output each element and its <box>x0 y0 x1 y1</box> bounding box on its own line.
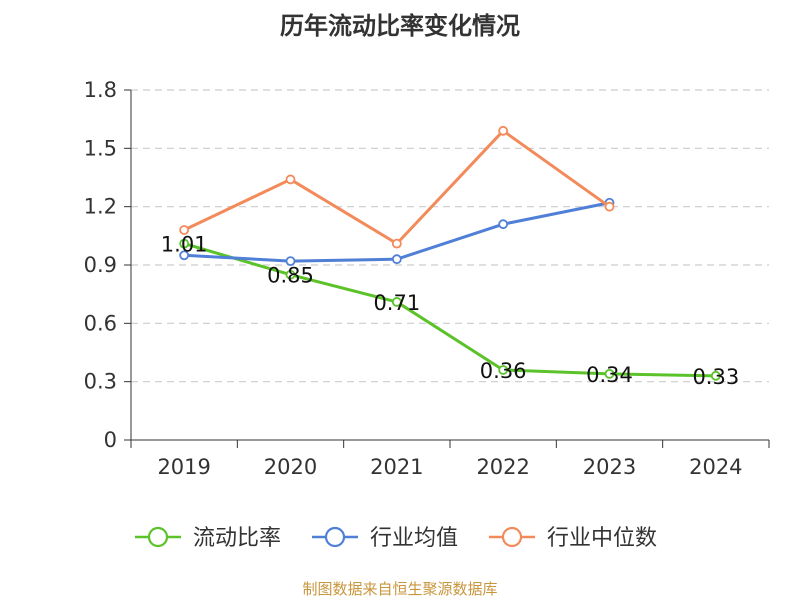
y-tick-label: 0 <box>104 428 117 452</box>
data-label: 0.85 <box>267 264 314 288</box>
x-tick-label: 2021 <box>370 455 423 479</box>
data-point <box>285 174 296 185</box>
legend-marker <box>147 526 169 548</box>
legend-item[interactable]: 流动比率 <box>135 526 281 551</box>
legend-marker <box>324 526 346 548</box>
data-point <box>179 225 190 235</box>
data-point <box>391 297 402 307</box>
y-tick-label: 0.9 <box>84 253 117 277</box>
chart-title: 历年流动比率变化情况 <box>280 12 520 40</box>
y-tick-label: 1.8 <box>84 78 117 102</box>
grid-lines <box>131 89 769 383</box>
y-tick-label: 0.3 <box>84 370 117 394</box>
data-label: 0.34 <box>586 363 633 387</box>
data-point <box>498 219 509 230</box>
series-line-0 <box>183 242 716 378</box>
data-point <box>498 365 509 375</box>
data-source-note: 制图数据来自恒生聚源数据库 <box>302 580 498 598</box>
legend-item[interactable]: 行业中位数 <box>489 526 657 551</box>
series-line-1 <box>184 201 610 263</box>
y-tick-label: 1.5 <box>84 136 117 160</box>
x-tick-label: 2019 <box>157 455 210 479</box>
data-point <box>604 201 615 212</box>
data-point <box>285 256 296 267</box>
data-point <box>179 250 190 261</box>
data-label: 0.36 <box>480 359 527 383</box>
y-tick-label: 1.2 <box>84 195 117 219</box>
data-point <box>285 269 296 280</box>
data-label: 0.71 <box>373 291 420 315</box>
data-point <box>391 238 402 249</box>
legend-label: 行业中位数 <box>547 526 657 551</box>
data-point <box>498 125 509 136</box>
x-tick-label: 2020 <box>264 455 317 479</box>
data-label: 1.01 <box>161 233 208 257</box>
legend-label: 行业均值 <box>370 526 458 551</box>
series-lines <box>179 125 721 381</box>
y-tick-label: 0.6 <box>84 311 117 335</box>
legend[interactable]: 流动比率 行业均值 行业中位数 <box>135 526 657 551</box>
legend-label: 流动比率 <box>193 526 281 551</box>
x-tick-label: 2024 <box>689 455 742 479</box>
data-point <box>604 368 615 379</box>
data-labels: 1.01 0.85 0.71 0.36 0.34 0.33 <box>161 233 739 389</box>
axes: 0 0.3 0.6 0.9 1.2 1.5 1.8 2019 2020 2021 2022 2023 2… <box>84 78 770 479</box>
legend-item[interactable]: 行业均值 <box>312 526 458 551</box>
legend-marker <box>501 526 523 548</box>
data-point <box>710 370 721 381</box>
x-tick-label: 2023 <box>583 455 636 479</box>
x-tick-label: 2022 <box>476 455 529 479</box>
data-point <box>179 238 190 249</box>
data-point <box>391 254 402 265</box>
data-label: 0.33 <box>692 365 739 389</box>
